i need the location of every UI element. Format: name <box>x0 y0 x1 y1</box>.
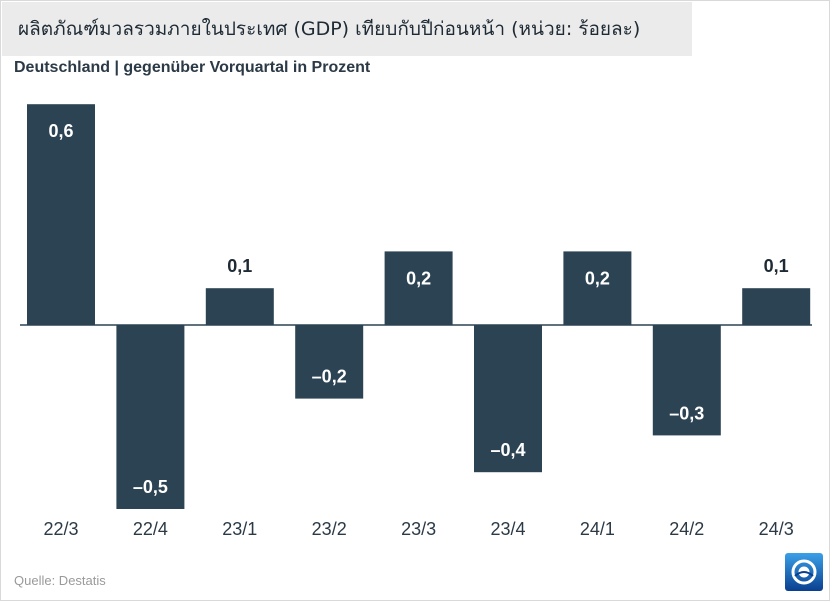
bar-22/4 <box>116 325 185 509</box>
value-label: 0,1 <box>227 256 252 276</box>
x-tick-label: 24/2 <box>669 519 704 539</box>
value-label: 0,2 <box>406 268 431 288</box>
x-tick-label: 22/3 <box>43 519 78 539</box>
chart-subtitle: Deutschland | gegenüber Vorquartal in Pr… <box>14 59 371 76</box>
bar-23/4 <box>474 325 542 473</box>
source-note: Quelle: Destatis <box>14 573 106 588</box>
x-tick-label: 22/4 <box>133 519 168 539</box>
bar-24/1 <box>563 251 632 325</box>
bar-23/2 <box>295 325 364 399</box>
tagesschau-logo-icon <box>785 553 823 591</box>
x-tick-label: 23/1 <box>222 519 257 539</box>
value-label: –0,3 <box>669 403 704 423</box>
value-label: 0,6 <box>48 121 73 141</box>
x-tick-label: 23/2 <box>312 519 347 539</box>
title-banner: ผลิตภัณฑ์มวลรวมภายในประเทศ (GDP) เทียบกั… <box>2 2 692 56</box>
value-label: –0,4 <box>490 440 525 460</box>
value-label: –0,2 <box>312 367 347 387</box>
value-label: 0,1 <box>764 256 789 276</box>
bar-23/3 <box>384 251 453 325</box>
bar-24/2 <box>652 325 721 436</box>
x-tick-label: 24/1 <box>580 519 615 539</box>
chart-title: ผลิตภัณฑ์มวลรวมภายในประเทศ (GDP) เทียบกั… <box>18 18 641 40</box>
x-tick-label: 23/3 <box>401 519 436 539</box>
value-label: 0,2 <box>585 268 610 288</box>
bar-23/1 <box>205 288 274 325</box>
x-tick-label: 23/4 <box>490 519 525 539</box>
bar-22/3 <box>27 104 95 325</box>
value-label: –0,5 <box>133 477 168 497</box>
bar-24/3 <box>742 288 811 325</box>
x-tick-label: 24/3 <box>759 519 794 539</box>
